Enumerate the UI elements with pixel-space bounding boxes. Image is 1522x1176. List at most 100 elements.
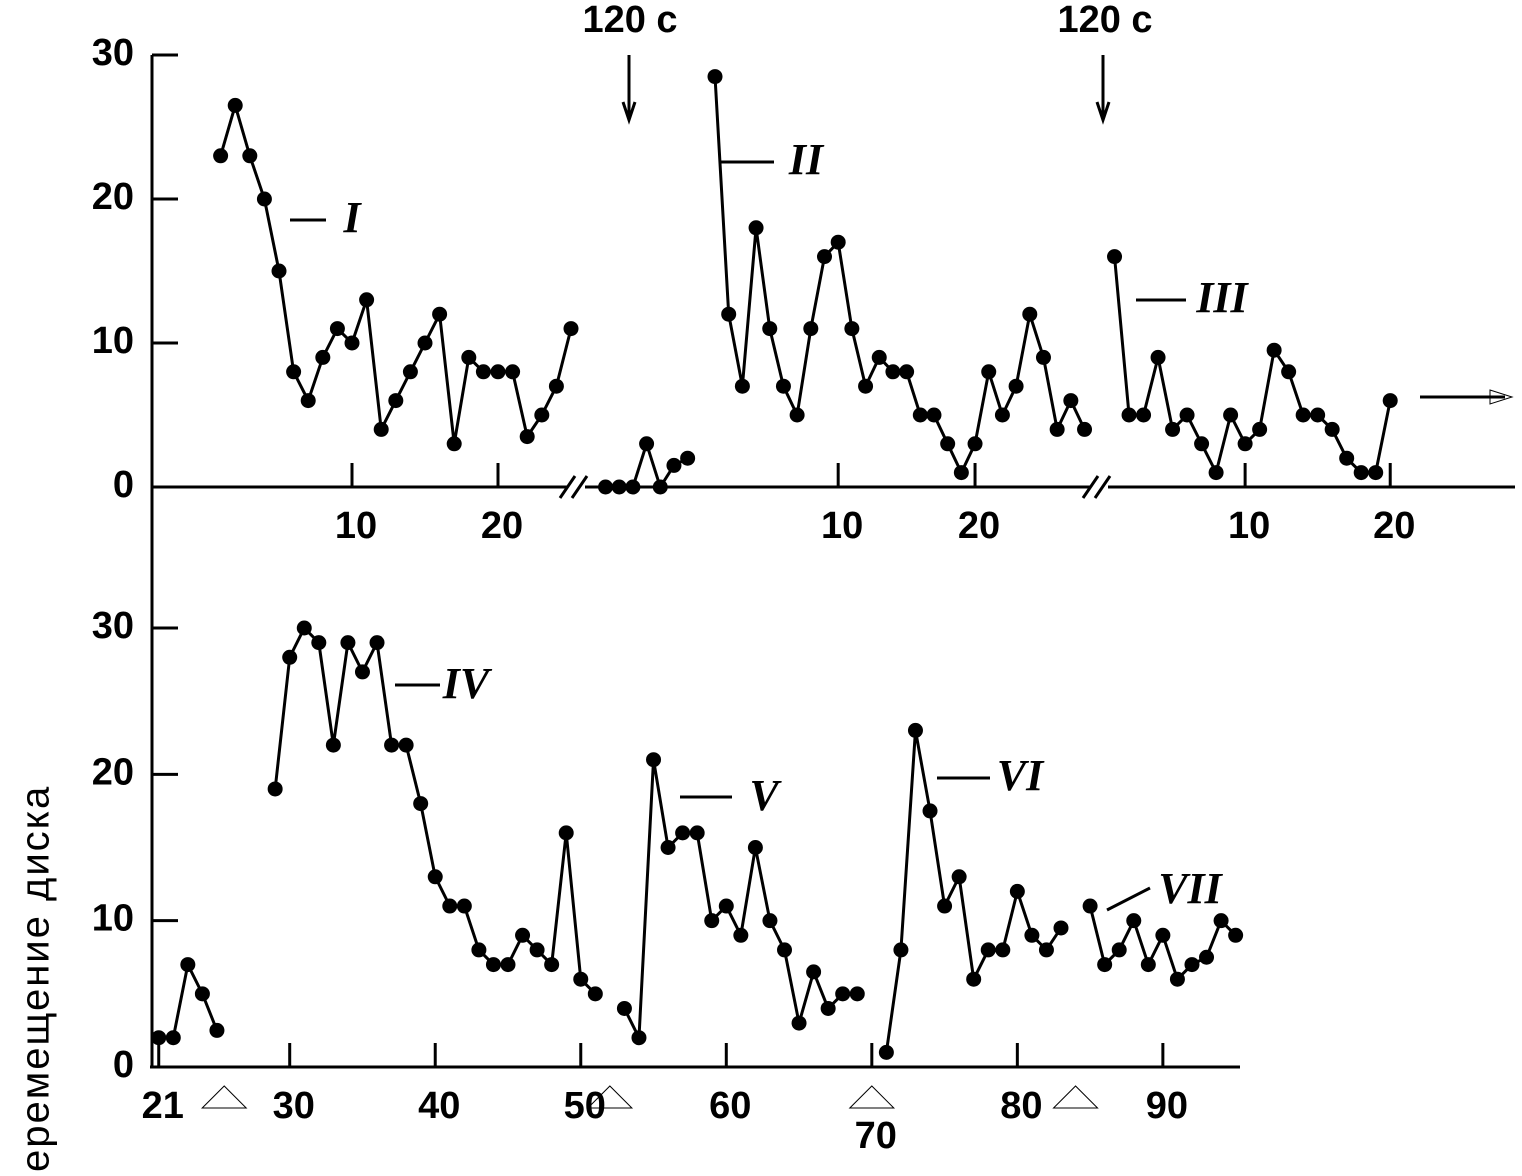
data-point [1063, 393, 1079, 409]
data-point [417, 335, 433, 351]
data-point [631, 1030, 647, 1046]
data-point [849, 986, 865, 1002]
data-point [209, 1022, 225, 1038]
pause-marker [201, 1085, 248, 1109]
pause-marker [586, 1085, 634, 1109]
data-point [762, 321, 778, 337]
data-point [611, 479, 627, 495]
data-point [427, 869, 443, 885]
data-point [816, 249, 832, 265]
data-line [158, 959, 219, 1040]
y-tick-label: 20 [92, 751, 134, 793]
data-point [267, 781, 283, 797]
data-point [926, 407, 942, 423]
data-point [675, 825, 691, 841]
data-point [1310, 407, 1326, 423]
x-tick-label: 10 [335, 505, 377, 547]
data-point [721, 306, 737, 322]
data-point [388, 393, 404, 409]
data-point [803, 321, 819, 337]
data-point [806, 964, 822, 980]
x-tick-label: 90 [1146, 1085, 1188, 1127]
data-point [373, 421, 389, 437]
data-point [747, 840, 763, 855]
data-point [899, 364, 915, 380]
data-point [707, 69, 723, 85]
data-point [912, 407, 928, 423]
data-point [194, 986, 210, 1002]
data-point [505, 364, 521, 380]
data-point [398, 737, 414, 753]
y-tick-label: 0 [113, 464, 134, 506]
data-point [1353, 465, 1369, 481]
axis-break [1081, 475, 1112, 499]
data-point [1382, 393, 1398, 409]
data-point [529, 942, 545, 958]
data-point [762, 913, 778, 929]
data-point [485, 957, 501, 973]
data-point [519, 429, 535, 445]
x-tick-label: 50 [564, 1085, 606, 1127]
data-point [718, 898, 734, 914]
data-point [1049, 421, 1065, 437]
data-point [937, 898, 953, 914]
data-point [775, 378, 791, 394]
x-tick-label: 30 [273, 1085, 315, 1127]
data-point [1184, 957, 1200, 973]
data-point [1266, 342, 1282, 358]
x-tick-label: 60 [709, 1085, 751, 1127]
data-point [652, 479, 668, 495]
series-label: V [749, 771, 782, 820]
y-tick-label: 30 [92, 32, 134, 74]
data-point [940, 436, 956, 452]
x-tick-label: 10 [821, 505, 863, 547]
x-tick-label: 20 [481, 505, 523, 547]
data-point [598, 479, 614, 495]
x-tick-label: 20 [1373, 505, 1415, 547]
data-point [967, 436, 983, 452]
x-tick-label: 21 [142, 1085, 184, 1127]
data-point [315, 349, 331, 365]
data-point [789, 407, 805, 423]
data-point [242, 148, 258, 164]
data-point [311, 635, 327, 651]
data-point [325, 737, 341, 753]
data-point [461, 349, 477, 365]
data-point [830, 234, 846, 250]
data-point [544, 957, 560, 973]
data-point [646, 752, 662, 768]
data-point [1324, 421, 1340, 437]
data-point [548, 378, 564, 394]
data-point [1252, 421, 1268, 437]
data-point [1208, 465, 1224, 481]
data-point [340, 635, 356, 651]
data-point [1165, 421, 1181, 437]
data-point [1107, 249, 1123, 265]
data-point [666, 457, 682, 473]
data-point [885, 364, 901, 380]
data-point [1038, 942, 1054, 958]
data-point [354, 664, 370, 680]
series-label: IV [442, 659, 493, 708]
data-line [273, 625, 597, 995]
x-tick-label: 10 [1228, 505, 1270, 547]
data-point [893, 942, 909, 958]
data-point [271, 263, 287, 279]
data-point [878, 1044, 894, 1060]
data-point [1281, 364, 1297, 380]
data-point [835, 986, 851, 1002]
data-point [227, 97, 243, 113]
data-point [587, 986, 603, 1002]
data-point [563, 321, 579, 337]
data-point [1022, 306, 1038, 322]
series-label: VI [997, 751, 1045, 800]
data-point [256, 191, 272, 207]
data-point [1194, 436, 1210, 452]
data-point [820, 1000, 836, 1016]
data-point [995, 942, 1011, 958]
data-point [1140, 957, 1156, 973]
y-tick-label: 10 [92, 320, 134, 362]
data-point [1111, 942, 1127, 958]
data-point [871, 349, 887, 365]
pause-marker [848, 1085, 896, 1109]
